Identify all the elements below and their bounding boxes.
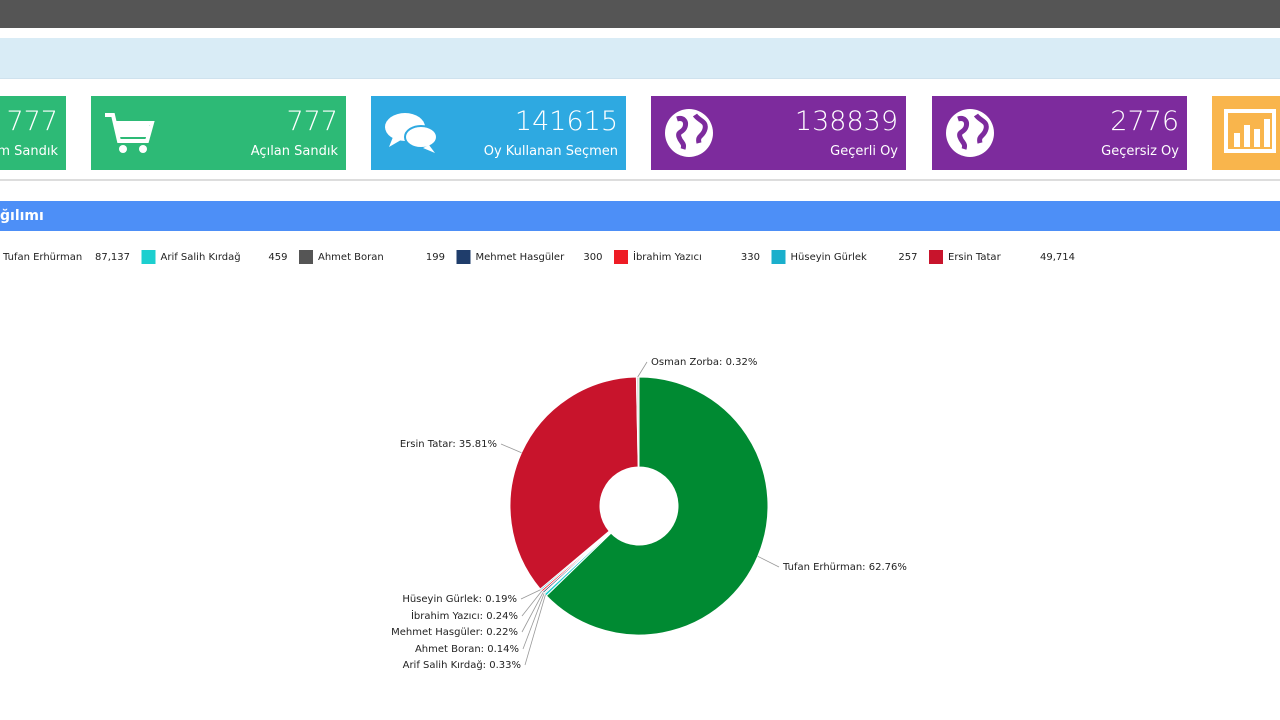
leader-line	[522, 593, 545, 650]
card-value: 141615	[514, 106, 618, 137]
leader-line	[521, 592, 544, 633]
slice-label: Osman Zorba: 0.32%	[651, 357, 757, 368]
card-label: am Sandık	[0, 144, 58, 159]
legend-count: 300	[583, 252, 602, 263]
slice-label: Ahmet Boran: 0.14%	[415, 644, 519, 655]
pie-slice	[509, 376, 639, 590]
legend-count: 199	[426, 252, 445, 263]
pie-slice	[635, 376, 640, 468]
card-label: Oy Kullanan Seçmen	[483, 144, 618, 159]
leader-line	[637, 361, 648, 378]
card-icon	[665, 109, 713, 157]
card-value: 777	[286, 106, 338, 137]
legend-name: Ersin Tatar	[948, 252, 1002, 263]
pie-slice	[545, 376, 769, 636]
stat-card: 141615 Oy Kullanan Seçmen	[371, 96, 626, 170]
legend-name: Mehmet Hasgüler	[476, 252, 566, 263]
slice-label: Hüseyin Gürlek: 0.19%	[402, 594, 517, 605]
card-icon	[385, 113, 438, 153]
legend-count: 257	[898, 252, 917, 263]
chart-area: Tufan Erhürman 87,137 Arif Salih Kırdağ 459…	[2, 250, 1075, 671]
card-icon	[105, 113, 155, 153]
stat-card	[1212, 96, 1280, 170]
legend-name: Ahmet Boran	[318, 252, 384, 263]
stat-card: 2776 Geçersiz Oy	[932, 96, 1187, 170]
legend-count: 87,137	[95, 252, 130, 263]
slice-label: Ersin Tatar: 35.81%	[400, 439, 497, 450]
leader-line	[521, 590, 543, 617]
divider	[0, 179, 1280, 181]
card-label: Geçersiz Oy	[1101, 144, 1179, 159]
legend-name: Tufan Erhürman	[2, 252, 82, 263]
legend-swatch	[141, 250, 156, 264]
legend-swatch	[771, 250, 786, 264]
legend-swatch	[929, 250, 943, 264]
card-label: Geçerli Oy	[830, 144, 898, 159]
leader-line	[757, 555, 780, 568]
legend-swatch	[456, 250, 471, 264]
legend-name: Arif Salih Kırdağ	[161, 251, 241, 263]
slice-label: Arif Salih Kırdağ: 0.33%	[403, 659, 521, 671]
legend-count: 459	[268, 252, 287, 263]
top-bar	[0, 0, 1280, 28]
card-value: 138839	[794, 106, 898, 137]
card-icon	[946, 109, 994, 157]
legend-name: İbrahim Yazıcı	[633, 250, 702, 263]
leader-line	[500, 443, 522, 454]
breadcrumb-band	[0, 38, 1280, 79]
card-label: Açılan Sandık	[250, 144, 338, 159]
legend-swatch	[614, 250, 628, 264]
section-header: ğılımı	[0, 201, 1280, 231]
leader-line	[524, 594, 546, 666]
section-title: ğılımı	[0, 208, 44, 224]
slice-label: Mehmet Hasgüler: 0.22%	[391, 627, 518, 638]
stat-card: 777 Açılan Sandık	[91, 96, 346, 170]
stat-card: 138839 Geçerli Oy	[651, 96, 906, 170]
legend-swatch	[299, 250, 313, 264]
stat-card: 777 am Sandık	[0, 96, 66, 170]
slice-label: İbrahim Yazıcı: 0.24%	[411, 609, 518, 622]
card-icon	[1224, 109, 1276, 153]
card-value: 2776	[1110, 106, 1179, 137]
legend-count: 49,714	[1040, 252, 1075, 263]
legend-name: Hüseyin Gürlek	[791, 252, 868, 263]
leader-line	[520, 589, 541, 600]
card-value: 777	[6, 106, 58, 137]
slice-label: Tufan Erhürman: 62.76%	[782, 562, 907, 573]
legend-count: 330	[741, 252, 760, 263]
